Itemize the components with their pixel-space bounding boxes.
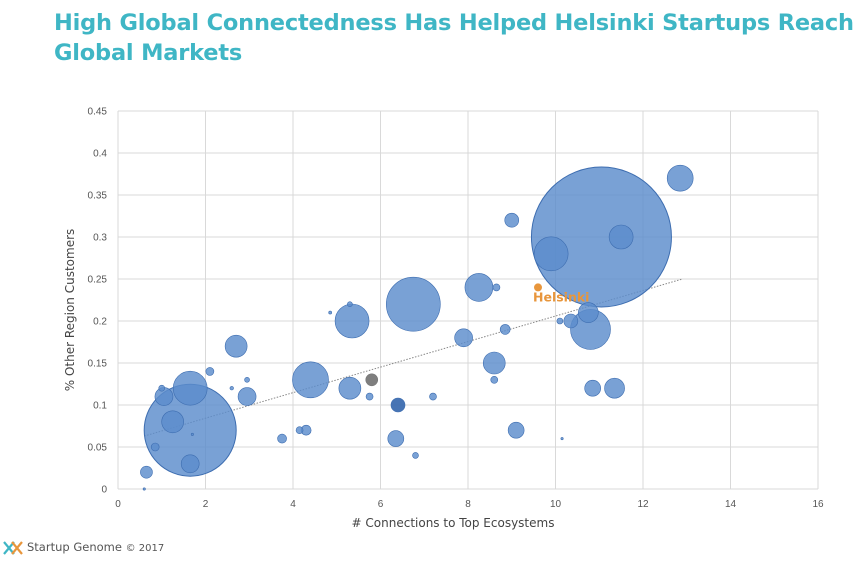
y-tick-label: 0.4 — [93, 149, 107, 160]
bubble-point — [584, 379, 601, 397]
trendline-path — [144, 278, 683, 437]
bubble-point — [295, 426, 304, 435]
bubble-point — [334, 303, 370, 339]
bubble-point — [412, 452, 419, 459]
bubble-point — [328, 310, 332, 315]
bubble-point — [142, 487, 146, 491]
bubble-point — [229, 386, 234, 391]
bubble-point — [140, 465, 153, 479]
x-tick-label: 4 — [290, 499, 296, 510]
bubble-point — [365, 392, 374, 401]
bubbles: Helsinki — [140, 164, 694, 491]
bubble-point — [560, 437, 564, 441]
y-tick-label: 0.1 — [93, 401, 107, 412]
bubble-point — [292, 361, 329, 399]
bubble-point — [507, 421, 525, 439]
bubble-point — [390, 397, 406, 413]
bubble-point — [224, 334, 248, 358]
bubble-point — [530, 166, 672, 308]
bubble-point — [490, 375, 499, 384]
bubble-point — [244, 376, 250, 383]
footer-brand: Startup Genome © 2017 — [27, 540, 165, 554]
bubble-point — [454, 328, 473, 348]
y-tick-label: 0.2 — [93, 317, 107, 328]
y-tick-label: 0.05 — [88, 443, 108, 454]
bubble-point — [608, 224, 634, 250]
footer: Startup Genome © 2017 — [0, 536, 300, 560]
chart-title: High Global Connectedness Has Helped Hel… — [54, 10, 854, 66]
x-tick-label: 0 — [115, 499, 121, 510]
y-axis-label: % Other Region Customers — [63, 229, 77, 392]
bubble-point — [386, 276, 441, 332]
y-tick-label: 0.45 — [88, 107, 108, 118]
y-tick-label: 0 — [101, 485, 107, 496]
y-tick-label: 0.35 — [88, 191, 108, 202]
bubble-point — [482, 351, 506, 375]
bubble-point — [180, 454, 200, 474]
bubble-point — [161, 410, 184, 434]
grid — [117, 110, 819, 490]
bubble-point — [205, 367, 215, 376]
x-axis-label: # Connections to Top Ecosystems — [352, 516, 555, 530]
x-tick-label: 14 — [725, 499, 737, 510]
bubble-point — [277, 433, 287, 444]
x-tick-label: 10 — [550, 499, 562, 510]
y-tick-label: 0.25 — [88, 275, 108, 286]
bubble-point — [464, 273, 494, 302]
helsinki-point — [534, 283, 542, 292]
bubble-point — [237, 387, 257, 406]
bubble-point — [387, 430, 405, 447]
x-tick-label: 6 — [378, 499, 384, 510]
x-tick-label: 2 — [203, 499, 209, 510]
bubble-point — [172, 370, 208, 406]
x-tick-label: 16 — [812, 499, 824, 510]
bubble-point — [158, 384, 166, 392]
bubble-point — [492, 283, 501, 292]
bubble-point — [666, 164, 694, 192]
helsinki-label: Helsinki — [533, 289, 589, 304]
bubble-point — [563, 313, 579, 329]
bubble-point — [150, 442, 160, 452]
trendline — [144, 278, 683, 437]
bubble-point — [338, 376, 362, 400]
bubble-point — [604, 377, 625, 399]
y-tick-label: 0.3 — [93, 233, 107, 244]
startup-genome-logo-icon — [3, 541, 23, 555]
bubble-point — [533, 236, 569, 272]
bubble-point — [347, 301, 353, 308]
x-tick-label: 8 — [465, 499, 471, 510]
tick-labels: 0 2 4 6 8 10 12 14 16 0 0.05 0.1 0.15 0.2 0.25 0.3 0.35 0… — [88, 107, 824, 511]
bubble-point — [556, 317, 564, 325]
y-tick-label: 0.15 — [88, 359, 108, 370]
bubble-point — [578, 302, 599, 323]
bubble-point — [499, 324, 511, 335]
bubble-point — [365, 373, 379, 387]
x-tick-label: 12 — [637, 499, 649, 510]
axis-labels: # Connections to Top Ecosystems % Other R… — [63, 229, 554, 530]
bubble-point — [504, 212, 520, 228]
bubble-point — [429, 392, 437, 401]
bubble-point — [190, 432, 194, 436]
